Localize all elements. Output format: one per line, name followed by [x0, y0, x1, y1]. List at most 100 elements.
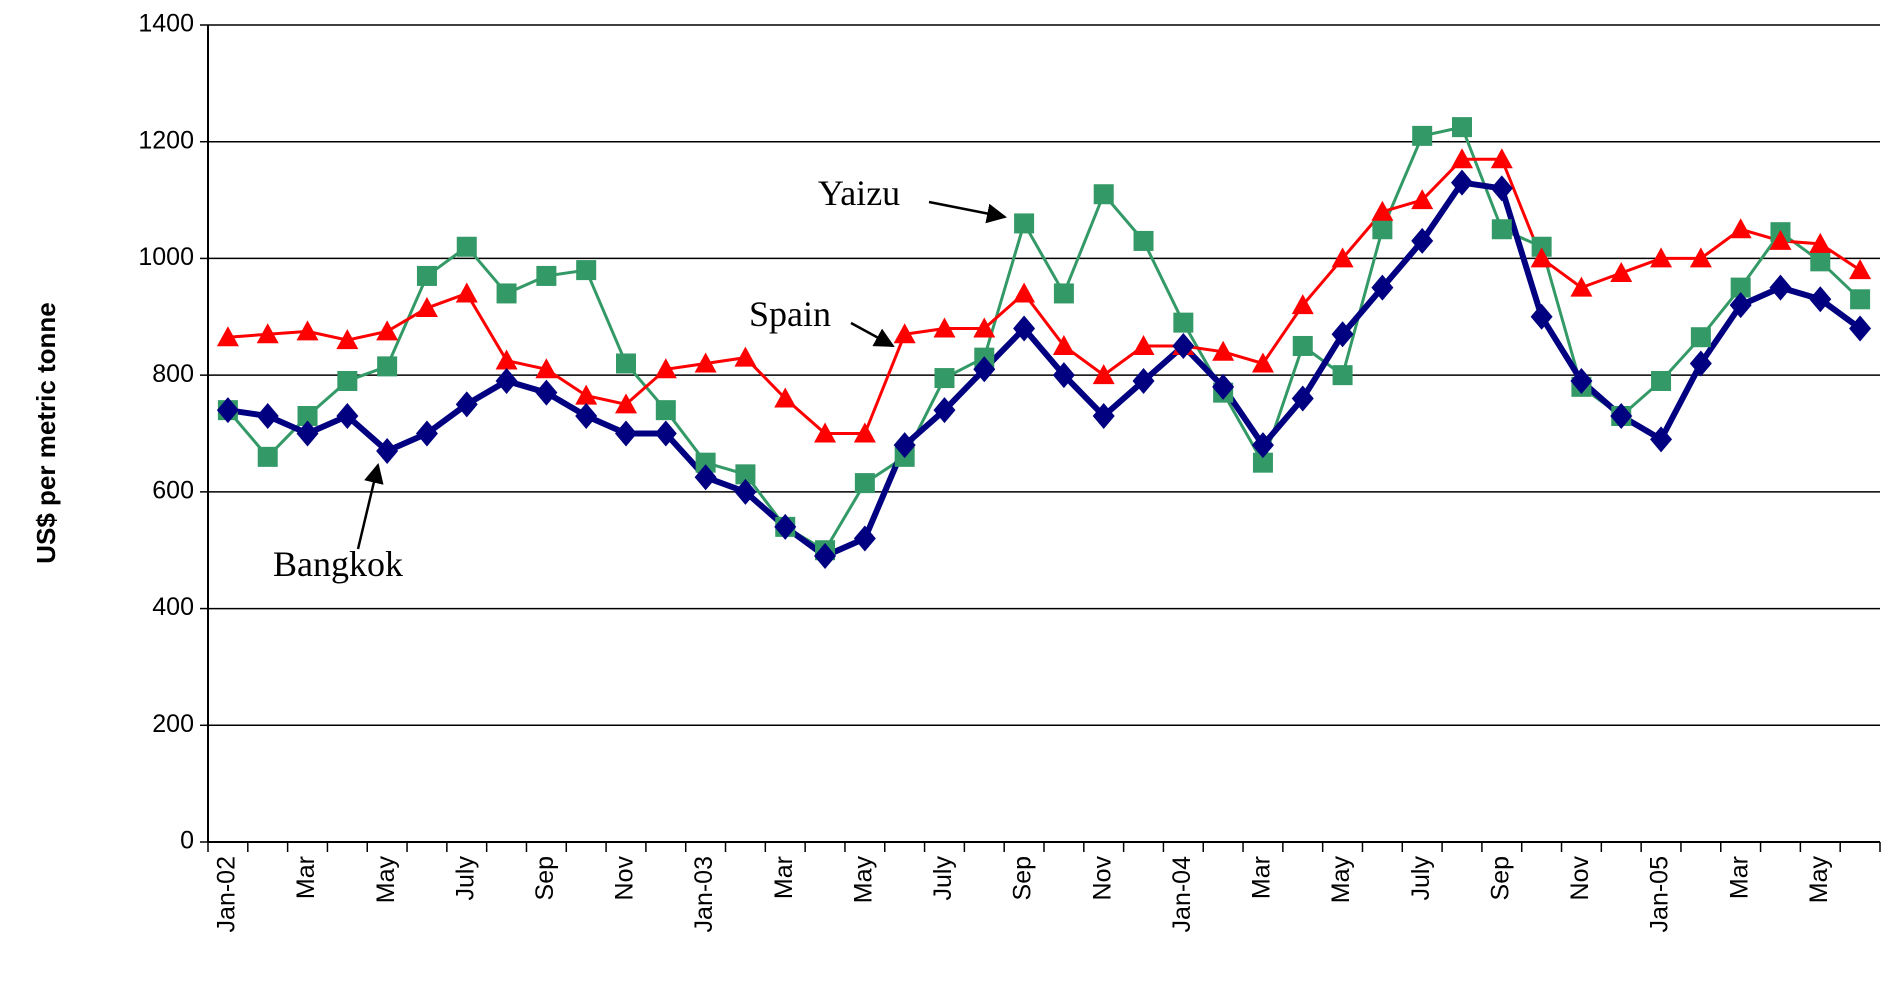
marker [1650, 426, 1673, 453]
annotation: Spain [749, 294, 831, 334]
marker [1452, 117, 1472, 138]
y-tick-label: 200 [152, 710, 194, 738]
marker [774, 387, 797, 408]
marker [1530, 247, 1553, 268]
marker [854, 473, 875, 494]
marker [495, 367, 518, 394]
x-tick-label: Jan-04 [1168, 856, 1196, 933]
marker [774, 513, 797, 540]
y-tick-label: 800 [152, 360, 194, 388]
marker [734, 478, 757, 505]
x-tick-label: July [1407, 856, 1435, 901]
marker [337, 370, 358, 391]
marker [615, 393, 637, 414]
marker [1132, 367, 1155, 394]
marker [257, 446, 278, 467]
marker [575, 384, 598, 405]
marker [1850, 289, 1871, 310]
annotation: Yaizu [818, 173, 900, 213]
marker [1490, 175, 1513, 202]
marker [1292, 335, 1313, 356]
marker [973, 317, 996, 338]
marker [694, 352, 717, 373]
marker [1809, 286, 1832, 313]
x-tick-label: Mar [292, 856, 320, 899]
marker [1331, 247, 1354, 268]
marker [1809, 232, 1832, 253]
marker [1013, 282, 1036, 303]
marker [615, 420, 637, 447]
marker [1411, 189, 1434, 210]
marker [496, 283, 517, 304]
marker [1251, 432, 1274, 459]
marker [296, 320, 319, 341]
marker [1172, 332, 1195, 359]
x-tick-label: Nov [611, 856, 639, 901]
y-tick-label: 600 [152, 476, 194, 504]
marker [297, 405, 318, 426]
marker [1291, 294, 1314, 315]
marker [1212, 373, 1235, 400]
marker [694, 464, 717, 491]
marker [1013, 315, 1036, 342]
marker [1212, 340, 1235, 361]
marker [1093, 184, 1114, 205]
marker [256, 323, 279, 344]
marker [1810, 251, 1831, 272]
marker [734, 346, 757, 367]
marker [1729, 218, 1752, 239]
arrow [356, 463, 384, 550]
marker [1530, 303, 1553, 330]
marker [256, 402, 279, 429]
marker [1689, 350, 1712, 377]
marker [376, 320, 399, 341]
marker [735, 464, 756, 485]
marker [1689, 247, 1712, 268]
x-tick-label: Mar [770, 856, 798, 899]
marker [1729, 292, 1752, 319]
x-tick-label: July [929, 856, 957, 901]
x-tick-label: Mar [1725, 856, 1753, 899]
marker [1014, 213, 1035, 234]
marker [1651, 370, 1672, 391]
y-tick-label: 400 [152, 593, 194, 621]
marker [933, 397, 956, 424]
x-tick-label: May [372, 856, 400, 904]
marker [1610, 402, 1633, 429]
marker [1769, 274, 1792, 301]
marker [1570, 367, 1593, 394]
marker [1052, 362, 1075, 389]
y-tick-label: 1200 [138, 126, 194, 154]
marker [536, 265, 557, 286]
marker [415, 297, 438, 318]
marker [1491, 219, 1512, 240]
marker [934, 368, 955, 389]
marker [456, 236, 477, 257]
x-tick-label: Jan-05 [1646, 856, 1674, 932]
marker [1531, 236, 1552, 257]
marker [216, 397, 239, 424]
marker [853, 525, 876, 552]
marker [216, 326, 239, 347]
x-tick-label: July [451, 856, 479, 901]
marker [654, 420, 677, 447]
marker [576, 260, 597, 281]
marker [1371, 274, 1394, 301]
marker [1251, 352, 1274, 373]
marker [1690, 327, 1711, 348]
y-axis-label: US$ per metric tonne [31, 302, 61, 564]
x-tick-label: Nov [1566, 856, 1594, 901]
marker [1331, 321, 1354, 348]
x-tick-label: Sep [1486, 856, 1514, 900]
x-tick-label: Nov [1088, 856, 1116, 901]
arrow [850, 321, 895, 348]
annotation: Bangkok [273, 544, 403, 584]
marker [495, 349, 518, 370]
marker [1372, 219, 1393, 240]
marker [1412, 125, 1433, 146]
marker [1132, 334, 1155, 355]
marker [933, 317, 956, 338]
marker [814, 422, 837, 443]
marker [654, 358, 677, 379]
marker [1053, 283, 1074, 304]
